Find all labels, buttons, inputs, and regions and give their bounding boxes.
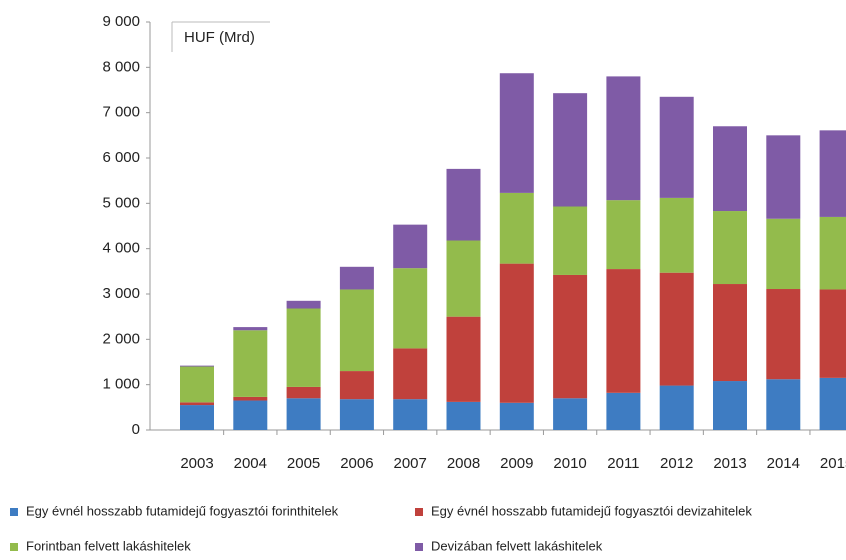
legend-label: Devizában felvett lakáshitelek [431,538,603,553]
bar-segment [606,269,641,393]
y-tick-label: 9 000 [102,13,140,30]
bar-segment [393,268,428,349]
bar-segment [233,396,268,401]
bar-segment [393,348,428,400]
bar-segment [286,386,321,399]
bar-segment [233,330,268,397]
bar-segment [659,197,694,273]
bar-segment [553,206,588,275]
x-tick-label: 2010 [553,455,586,472]
x-tick-label: 2007 [394,455,427,472]
bar-segment [339,266,374,290]
bar-segment [819,377,846,430]
bar-segment [446,168,481,241]
bar-segment [446,316,481,402]
x-tick-label: 2003 [180,455,213,472]
bar-segment [766,289,801,380]
bar-segment [446,401,481,430]
y-tick-label: 1 000 [102,376,140,393]
x-tick-label: 2012 [660,455,693,472]
x-tick-label: 2015 [820,455,846,472]
bar-segment [606,392,641,430]
bar-segment [659,96,694,198]
bar-segment [713,126,747,212]
bar-segment [180,405,214,430]
y-tick-label: 7 000 [102,104,140,121]
bar-segment [233,400,268,430]
legend-swatch [10,543,18,551]
y-tick-label: 4 000 [102,240,140,257]
bar-segment [180,365,214,367]
bar-segment [286,300,321,309]
bar-segment [766,218,801,290]
x-tick-label: 2013 [713,455,746,472]
bar-segment [286,308,321,387]
bar-segment [233,327,268,331]
y-tick-label: 3 000 [102,285,140,302]
x-tick-label: 2006 [340,455,373,472]
x-tick-label: 2008 [447,455,480,472]
bar-segment [553,274,588,399]
bar-segment [499,73,534,193]
y-tick-label: 5 000 [102,194,140,211]
bar-segment [766,135,801,219]
x-tick-label: 2004 [234,455,267,472]
x-tick-label: 2009 [500,455,533,472]
legend-label: Forintban felvett lakáshitelek [26,538,191,553]
bar-segment [713,381,747,430]
y-tick-label: 6 000 [102,149,140,166]
bar-segment [713,284,747,382]
bar-segment [819,130,846,217]
legend-label: Egy évnél hosszabb futamidejű fogyasztói… [26,503,339,518]
bar-segment [713,211,747,285]
y-tick-label: 2 000 [102,330,140,347]
x-tick-label: 2011 [607,455,639,472]
bar-segment [659,385,694,430]
bar-segment [180,402,214,406]
bar-segment [339,399,374,430]
y-tick-label: 0 [132,421,140,438]
bar-segment [286,398,321,430]
bar-segment [819,289,846,378]
bar-segment [393,224,428,269]
bar-segment [446,240,481,317]
legend-swatch [415,543,423,551]
legend-swatch [415,508,423,516]
legend-label: Egy évnél hosszabb futamidejű fogyasztói… [431,503,752,518]
bar-segment [553,93,588,207]
bar-segment [499,192,534,264]
legend-swatch [10,508,18,516]
bar-segment [553,398,588,430]
y-axis-label: HUF (Mrd) [184,29,255,46]
x-tick-label: 2014 [767,455,800,472]
bar-segment [180,366,214,403]
bar-segment [339,289,374,372]
bar-segment [766,379,801,430]
bar-segment [393,399,428,430]
bar-segment [819,216,846,290]
bar-segment [499,402,534,430]
y-tick-label: 8 000 [102,58,140,75]
bar-segment [499,263,534,403]
bar-segment [659,272,694,386]
x-tick-label: 2005 [287,455,320,472]
bar-segment [606,200,641,270]
bar-segment [606,76,641,201]
bar-segment [339,371,374,400]
